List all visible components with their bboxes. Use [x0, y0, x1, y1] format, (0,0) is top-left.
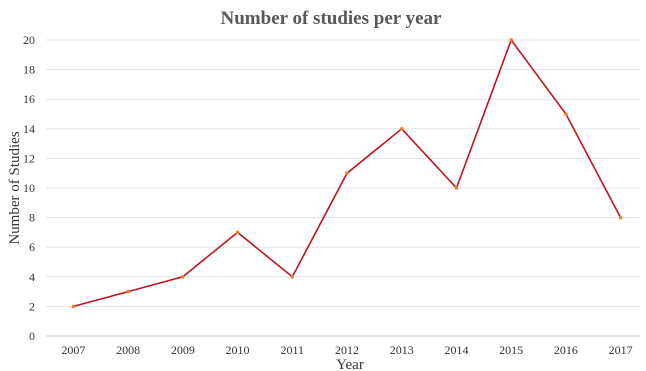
y-tick-label: 16 [23, 92, 35, 106]
y-tick-label: 2 [29, 299, 35, 313]
x-tick-label: 2015 [499, 343, 523, 357]
y-tick-label: 0 [29, 329, 35, 343]
y-tick-label: 20 [23, 33, 35, 47]
x-tick-label: 2016 [554, 343, 578, 357]
y-tick-label: 6 [29, 240, 35, 254]
x-tick-label: 2014 [444, 343, 468, 357]
chart-title: Number of studies per year [221, 8, 443, 29]
y-axis-ticks: 0 2 4 6 8 10 12 14 16 18 20 [23, 33, 35, 343]
y-tick-label: 4 [29, 270, 35, 284]
x-tick-label: 2010 [226, 343, 250, 357]
data-point [126, 289, 130, 294]
x-tick-label: 2009 [171, 343, 195, 357]
x-tick-label: 2007 [61, 343, 85, 357]
data-point [399, 127, 404, 131]
data-point [564, 112, 568, 116]
data-point [235, 230, 240, 235]
data-point [290, 275, 295, 279]
y-tick-label: 8 [29, 211, 35, 225]
data-point [618, 215, 623, 220]
data-point [181, 275, 185, 279]
data-point [71, 304, 76, 309]
x-tick-label: 2017 [609, 343, 633, 357]
x-tick-label: 2011 [280, 343, 304, 357]
y-tick-label: 14 [23, 122, 35, 136]
y-tick-label: 10 [23, 181, 35, 195]
x-tick-label: 2008 [116, 343, 140, 357]
x-tick-label: 2012 [335, 343, 359, 357]
data-point [509, 38, 513, 42]
y-tick-label: 12 [23, 151, 35, 165]
x-axis-ticks: 2007 2008 2009 2010 2011 2012 2013 2014 2015 2016… [61, 343, 632, 357]
data-point [454, 186, 459, 190]
data-point [345, 171, 349, 175]
series-layer [71, 38, 623, 309]
y-axis-label: Number of Studies [7, 131, 23, 244]
x-axis-label: Year [336, 357, 364, 371]
x-tick-label: 2013 [390, 343, 414, 357]
gridlines [46, 39, 640, 307]
y-tick-label: 18 [23, 63, 35, 77]
